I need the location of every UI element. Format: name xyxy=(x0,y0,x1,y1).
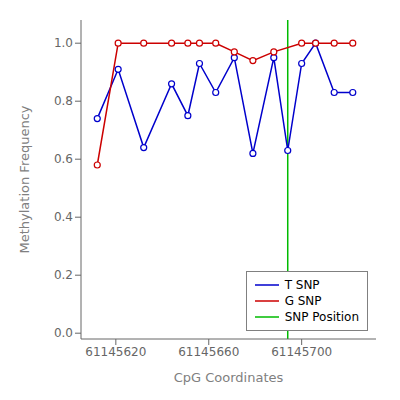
svg-text:Methylation Frequency: Methylation Frequency xyxy=(17,105,32,253)
svg-text:0.2: 0.2 xyxy=(54,268,73,282)
svg-text:61145660: 61145660 xyxy=(178,345,239,359)
svg-text:61145700: 61145700 xyxy=(271,345,332,359)
html-text:SNP Position: SNP Position xyxy=(284,310,359,324)
svg-text:61145620: 61145620 xyxy=(85,345,146,359)
svg-text:0.0: 0.0 xyxy=(54,326,73,340)
svg-text:0.6: 0.6 xyxy=(54,152,73,166)
html-text:T SNP: T SNP xyxy=(284,278,320,292)
svg-text:1.0: 1.0 xyxy=(54,36,73,50)
svg-text:CpG Coordinates: CpG Coordinates xyxy=(174,370,284,385)
svg-text:0.8: 0.8 xyxy=(54,94,73,108)
html-text:G SNP: G SNP xyxy=(284,294,322,308)
svg-text:0.4: 0.4 xyxy=(54,210,73,224)
